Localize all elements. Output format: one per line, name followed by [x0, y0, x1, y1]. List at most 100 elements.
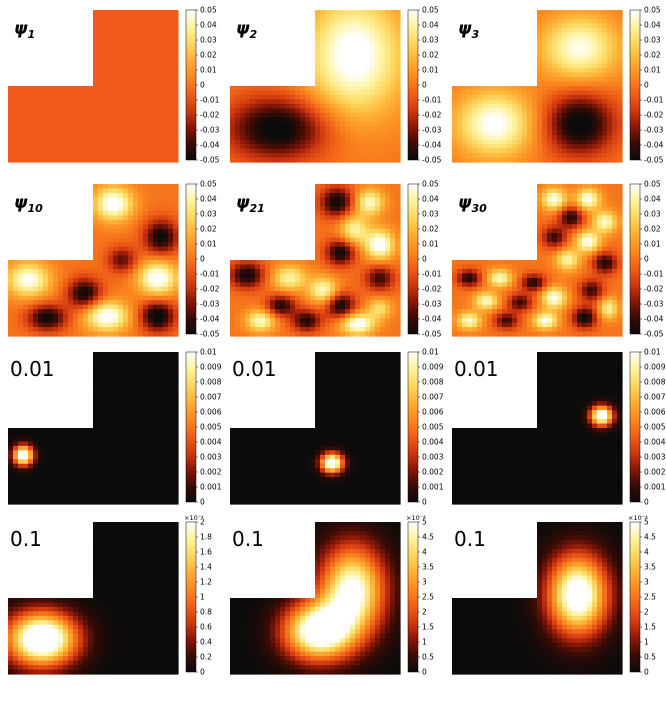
heatmap-cell	[612, 77, 618, 83]
heatmap-cell	[320, 331, 326, 337]
heatmap-cell	[265, 295, 271, 301]
heatmap-cell	[365, 72, 371, 78]
heatmap-cell	[285, 135, 291, 141]
heatmap-cell	[582, 215, 588, 221]
heatmap-cell	[572, 144, 578, 150]
heatmap-cell	[360, 14, 366, 20]
heatmap-cell	[340, 86, 346, 92]
heatmap-cell	[582, 50, 588, 56]
heatmap-cell	[118, 197, 124, 203]
heatmap-cell	[592, 90, 598, 96]
heatmap-cell	[355, 251, 361, 257]
heatmap-cell	[133, 210, 139, 216]
heatmap-cell	[83, 304, 89, 310]
heatmap-cell	[108, 304, 114, 310]
heatmap-cell	[385, 206, 391, 212]
heatmap-cell	[355, 86, 361, 92]
heatmap-cell	[542, 237, 548, 243]
heatmap-cell	[527, 268, 533, 275]
heatmap-cell	[370, 246, 376, 252]
heatmap-cell	[390, 197, 396, 203]
heatmap-cell	[158, 300, 164, 306]
heatmap-cell	[285, 327, 291, 333]
heatmap-cell	[335, 139, 341, 145]
heatmap-cell	[63, 331, 69, 337]
heatmap-cell	[612, 99, 618, 105]
heatmap-cell	[295, 144, 301, 150]
heatmap-cell	[557, 77, 563, 83]
heatmap-cell	[375, 304, 381, 310]
heatmap-cell	[582, 14, 588, 20]
heatmap-cell	[340, 273, 346, 279]
heatmap-cell	[552, 148, 558, 154]
heatmap-cell	[265, 318, 271, 324]
heatmap-cell	[542, 260, 548, 266]
heatmap-cell	[103, 224, 109, 230]
heatmap-cell	[138, 237, 144, 243]
heatmap-cell	[310, 130, 316, 136]
heatmap-cell	[300, 291, 306, 297]
heatmap-cell	[385, 126, 391, 132]
heatmap-cell	[340, 59, 346, 65]
heatmap-cell	[260, 300, 266, 306]
heatmap-cell	[360, 273, 366, 279]
heatmap-cell	[270, 108, 276, 114]
heatmap-cell	[48, 282, 54, 288]
heatmap-cell	[587, 117, 593, 123]
heatmap-cell	[462, 90, 468, 96]
heatmap-cell	[93, 331, 99, 337]
heatmap-cell	[457, 157, 463, 163]
heatmap-cell	[375, 215, 381, 221]
heatmap-cell	[542, 108, 548, 114]
heatmap-cell	[487, 94, 493, 101]
heatmap-cell	[265, 309, 271, 315]
heatmap-cell	[547, 242, 553, 248]
heatmap-cell	[617, 237, 623, 243]
heatmap-cell	[38, 268, 44, 275]
heatmap-cell	[390, 264, 396, 270]
heatmap-cell	[395, 112, 401, 118]
heatmap-cell	[472, 282, 478, 288]
heatmap-cell	[123, 318, 129, 324]
heatmap-cell	[582, 77, 588, 83]
heatmap-cell	[370, 255, 376, 261]
heatmap-cell	[128, 277, 134, 283]
heatmap-cell	[43, 282, 49, 288]
heatmap-cell	[153, 188, 159, 194]
heatmap-cell	[285, 144, 291, 150]
heatmap-cell	[350, 206, 356, 212]
heatmap-cell	[472, 139, 478, 145]
heatmap-cell	[340, 192, 346, 199]
heatmap-cell	[360, 327, 366, 333]
heatmap-cell	[512, 99, 518, 105]
colorbar-tick-label: -0.02	[422, 111, 442, 120]
heatmap-cell	[395, 300, 401, 306]
heatmap-cell	[395, 139, 401, 145]
heatmap-cell	[562, 237, 568, 243]
heatmap-cell	[148, 318, 154, 324]
heatmap-cell	[138, 184, 144, 190]
heatmap-cell	[567, 206, 573, 212]
heatmap-cell	[88, 318, 94, 324]
heatmap-cell	[235, 139, 241, 145]
heatmap-cell	[340, 318, 346, 324]
heatmap-cell	[602, 126, 608, 132]
heatmap-cell	[365, 32, 371, 38]
heatmap-cell	[123, 197, 129, 203]
heatmap-cell	[572, 228, 578, 234]
heatmap-cell	[280, 103, 286, 109]
heatmap-cell	[335, 157, 341, 163]
heatmap-cell	[587, 224, 593, 230]
heatmap-cell	[103, 210, 109, 216]
heatmap-cell	[602, 18, 608, 25]
heatmap-cell	[355, 135, 361, 141]
heatmap-cell	[8, 277, 14, 283]
heatmap-cell	[300, 90, 306, 96]
heatmap-cell	[587, 14, 593, 20]
heatmap-cell	[350, 59, 356, 65]
heatmap-cell	[305, 304, 311, 310]
heatmap-cell	[315, 224, 321, 230]
heatmap-cell	[173, 286, 179, 292]
heatmap-cell	[78, 264, 84, 270]
heatmap-cell	[320, 135, 326, 141]
